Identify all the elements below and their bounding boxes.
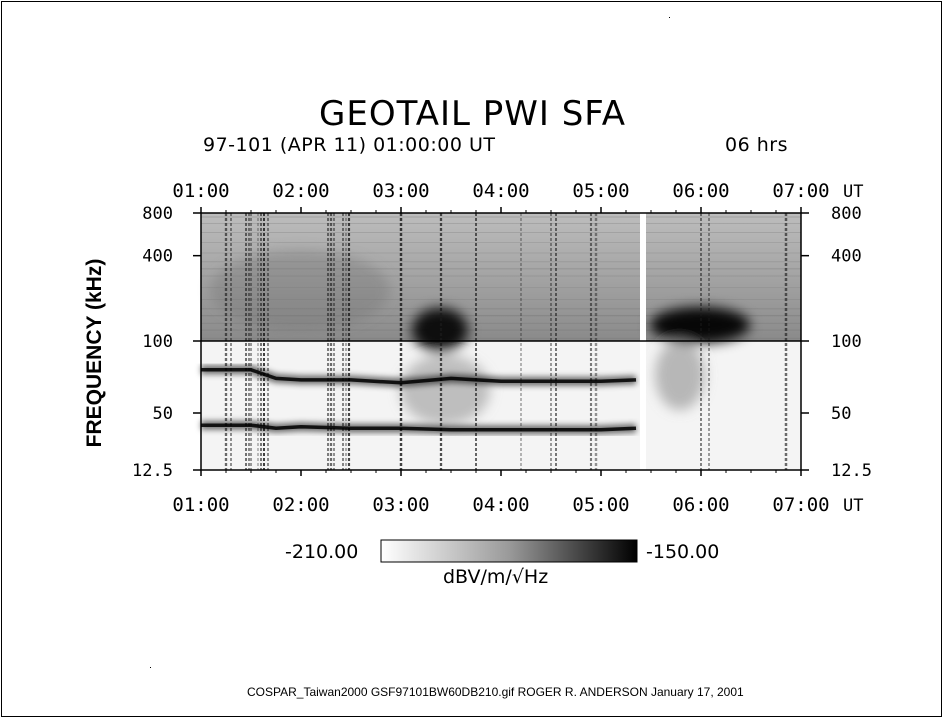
x-tick-label-top: 04:00: [472, 180, 529, 202]
y-tick-label-left: 12.5: [132, 461, 173, 481]
y-tick-label-right: 50: [831, 404, 851, 424]
chart-subtitle: 97-101 (APR 11) 01:00:00 UT: [203, 134, 496, 156]
x-tick-label-bottom: 06:00: [672, 494, 729, 516]
colorbar-unit-label: dBV/m/√Hz: [443, 566, 549, 588]
y-axis-ticks: 12.5 12.5 50 50 100 100 400 400 800 800: [132, 204, 872, 481]
intensity-blobs: [210, 250, 750, 425]
colorbar: [380, 539, 638, 563]
x-tick-label-bottom: 01:00: [172, 494, 229, 516]
x-tick-label-bottom: 05:00: [572, 494, 629, 516]
footer-credit: COSPAR_Taiwan2000 GSF97101BW60DB210.gif …: [247, 685, 744, 699]
y-tick-label-right: 100: [831, 332, 862, 352]
x-unit-top: UT: [843, 182, 863, 202]
x-tick-label-bottom: 02:00: [272, 494, 329, 516]
x-tick-label-bottom: 04:00: [472, 494, 529, 516]
emission-lines-core: [201, 368, 637, 432]
vertical-bursts: [224, 213, 788, 470]
y-tick-label-right: 12.5: [831, 461, 872, 481]
emission-line: [201, 423, 637, 432]
x-tick-label-top: 03:00: [372, 180, 429, 202]
blob-05-50-upper: [650, 307, 750, 343]
y-tick-label-right: 800: [831, 204, 862, 224]
duration-label: 06 hrs: [725, 134, 788, 156]
x-tick-label-top: 07:00: [772, 180, 829, 202]
y-tick-label-left: 50: [153, 404, 173, 424]
emission-line: [201, 368, 637, 385]
x-unit-bottom: UT: [843, 496, 863, 516]
x-tick-label-bottom: 03:00: [372, 494, 429, 516]
y-tick-label-right: 400: [831, 247, 862, 267]
colorbar-max-label: -150.00: [646, 541, 720, 563]
x-tick-label-top: 02:00: [272, 180, 329, 202]
blob-01-30-upper: [210, 250, 390, 330]
blob-03-30-lower: [400, 355, 490, 425]
y-tick-label-left: 100: [142, 332, 173, 352]
lower-band-background: [201, 341, 801, 470]
y-tick-label-left: 400: [142, 247, 173, 267]
x-axis-ticks: 01:00 01:00 02:00 02:00 03:00 03:00 04:00 04:00…: [172, 180, 863, 516]
x-tick-label-top: 05:00: [572, 180, 629, 202]
blob-05-45-lower: [655, 340, 705, 410]
x-tick-label-top: 01:00: [172, 180, 229, 202]
stray-dot: [669, 17, 670, 18]
y-tick-label-left: 800: [142, 204, 173, 224]
colorbar-min-label: -210.00: [285, 541, 359, 563]
chart-title: GEOTAIL PWI SFA: [319, 94, 626, 134]
x-tick-label-top: 06:00: [672, 180, 729, 202]
stray-dot: [150, 667, 151, 668]
x-tick-label-bottom: 07:00: [772, 494, 829, 516]
